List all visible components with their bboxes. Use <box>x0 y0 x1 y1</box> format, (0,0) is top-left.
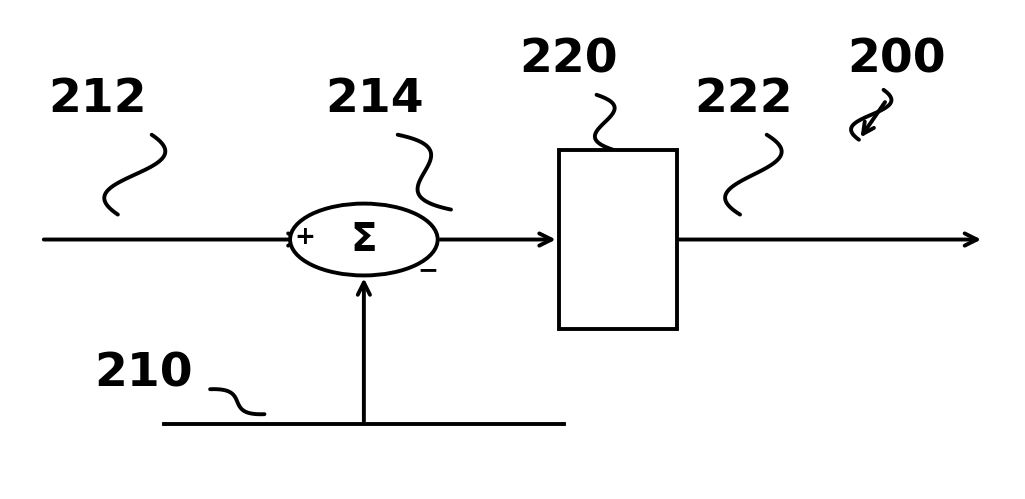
Text: 200: 200 <box>848 37 946 82</box>
Text: +: + <box>294 225 315 249</box>
Text: Σ: Σ <box>351 221 377 258</box>
Circle shape <box>290 204 438 275</box>
Text: 222: 222 <box>694 77 792 122</box>
Text: 212: 212 <box>48 77 147 122</box>
Text: 220: 220 <box>520 37 618 82</box>
Text: −: − <box>417 258 438 282</box>
Text: 214: 214 <box>325 77 423 122</box>
Bar <box>559 150 676 329</box>
Text: 210: 210 <box>94 352 193 397</box>
